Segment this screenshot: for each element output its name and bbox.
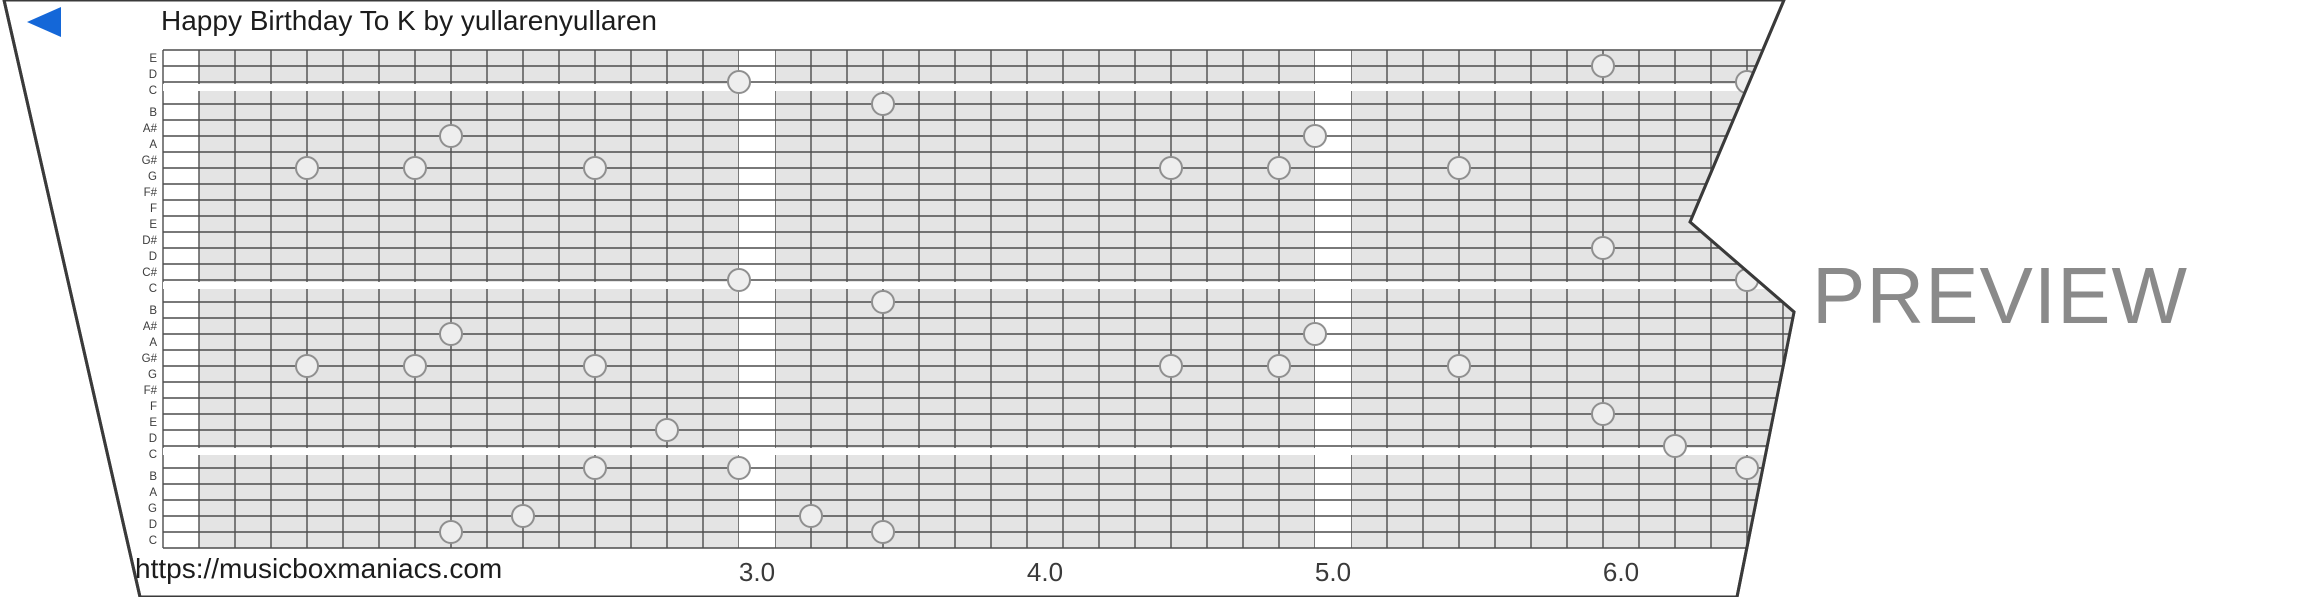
note-row-label: A [149,337,157,349]
note-row-label: D [149,251,157,263]
beat-label: 4.0 [1026,557,1064,587]
note-dot [1591,236,1615,260]
note-row-label: F# [144,385,158,397]
note-dot [439,322,463,346]
note-dot [295,156,319,180]
note-row-label: G# [142,155,158,167]
preview-watermark: PREVIEW [1812,251,2188,340]
note-dot [1591,402,1615,426]
note-row-label: F [150,203,157,215]
note-row-label: A [149,139,157,151]
octave-section-gap [163,448,1794,455]
note-dot [727,268,751,292]
note-dot [1447,156,1471,180]
music-strip-edge-outline [2,0,1796,597]
note-row-label: E [149,53,157,65]
note-dot [1267,354,1291,378]
note-row-label: D [149,69,157,81]
note-dot [583,354,607,378]
note-dot [1303,322,1327,346]
note-row-label: G [148,171,157,183]
note-dot [583,456,607,480]
note-dot [1447,354,1471,378]
measure-band [163,50,199,548]
note-row-label: C# [142,267,157,279]
note-row-label: G# [142,353,158,365]
beat-label: 6.0 [1602,557,1640,587]
note-row-label: D [149,519,157,531]
note-row-label: F [150,401,157,413]
note-row-label: E [149,417,157,429]
note-dot [439,124,463,148]
measure-band [1315,50,1351,548]
note-row-label: F# [144,187,158,199]
site-url: https://musicboxmaniacs.com [135,553,503,584]
beat-label: 3.0 [738,557,776,587]
note-row-label: B [149,305,157,317]
octave-section-gap [163,282,1794,289]
note-dot [1303,124,1327,148]
note-dot [655,418,679,442]
note-dot [1159,156,1183,180]
note-dot [727,70,751,94]
octave-section-gap [163,84,1794,91]
note-dot [403,156,427,180]
play-icon[interactable] [27,7,61,37]
note-row-label: E [149,219,157,231]
grid-shading [163,50,1794,548]
note-row-label: C [149,85,157,97]
note-row-label: C [149,535,157,547]
note-row-label: A [149,487,157,499]
note-dot [871,92,895,116]
song-title: Happy Birthday To K by yullarenyullaren [161,5,657,36]
note-row-label: C [149,449,157,461]
note-row-label: D# [142,235,157,247]
note-row-label: A# [143,321,158,333]
note-row-label: G [148,369,157,381]
note-dot [583,156,607,180]
note-dot [1159,354,1183,378]
note-dot [799,504,823,528]
note-dot [871,520,895,544]
note-dot [403,354,427,378]
note-row-label: A# [143,123,158,135]
note-dot [1591,54,1615,78]
note-row-label: D [149,433,157,445]
note-row-label: B [149,107,157,119]
note-dot [727,456,751,480]
note-row-label: B [149,471,157,483]
note-dot [295,354,319,378]
note-dot [871,290,895,314]
note-dot [1663,434,1687,458]
note-dot [511,504,535,528]
note-dot [439,520,463,544]
beat-label: 5.0 [1314,557,1352,587]
note-dot [1735,456,1759,480]
note-dot [1267,156,1291,180]
note-row-label: C [149,283,157,295]
note-row-label: G [148,503,157,515]
